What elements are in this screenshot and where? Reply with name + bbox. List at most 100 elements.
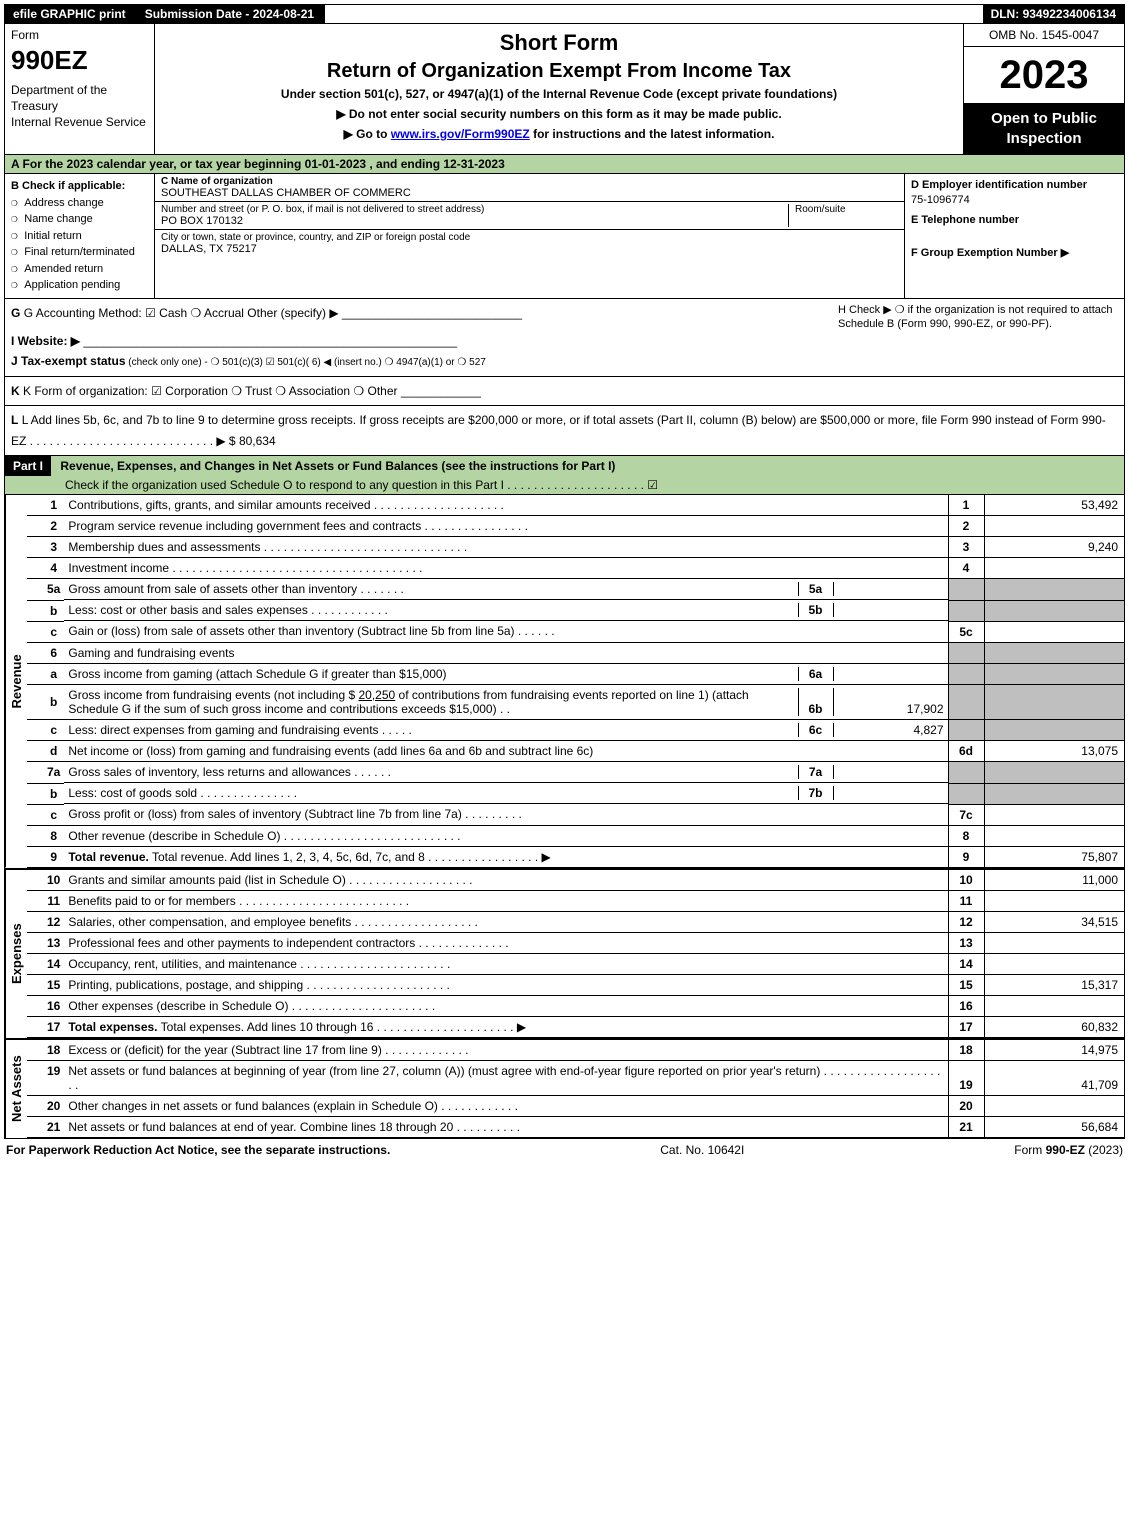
line-5c: cGain or (loss) from sale of assets othe… <box>27 621 1124 642</box>
line-13: 13Professional fees and other payments t… <box>27 932 1124 953</box>
part-1-title: Revenue, Expenses, and Changes in Net As… <box>54 457 621 475</box>
header-right: OMB No. 1545-0047 2023 Open to Public In… <box>964 24 1124 154</box>
form-header: Form 990EZ Department of the Treasury In… <box>5 23 1124 155</box>
org-name-label: C Name of organization <box>161 176 898 187</box>
city-label: City or town, state or province, country… <box>161 232 470 243</box>
form-subtitle: Under section 501(c), 527, or 4947(a)(1)… <box>161 87 957 101</box>
irs-link-line: ▶ Go to www.irs.gov/Form990EZ for instru… <box>161 127 957 141</box>
net-assets-section: Net Assets 18Excess or (deficit) for the… <box>5 1038 1124 1138</box>
org-name-value: SOUTHEAST DALLAS CHAMBER OF COMMERC <box>161 187 898 199</box>
line-6d: dNet income or (loss) from gaming and fu… <box>27 741 1124 762</box>
street-label: Number and street (or P. O. box, if mail… <box>161 204 788 215</box>
form-number: 990EZ <box>11 44 148 78</box>
section-d-e-f: D Employer identification number 75-1096… <box>904 174 1124 298</box>
internal-revenue: Internal Revenue Service <box>11 115 148 131</box>
line-9: 9Total revenue. Total revenue. Add lines… <box>27 846 1124 867</box>
efile-label[interactable]: efile GRAPHIC print <box>5 5 135 23</box>
top-bar: efile GRAPHIC print Submission Date - 20… <box>5 5 1124 23</box>
checkbox-address-change[interactable]: ❍ Address change <box>11 195 148 212</box>
form-title: Return of Organization Exempt From Incom… <box>161 60 957 83</box>
line-7b: bLess: cost of goods sold . . . . . . . … <box>27 783 1124 804</box>
submission-date-label: Submission Date - 2024-08-21 <box>135 5 325 23</box>
org-info-row: B Check if applicable: ❍ Address change … <box>5 174 1124 299</box>
line-5a: 5aGross amount from sale of assets other… <box>27 579 1124 601</box>
line-6a: aGross income from gaming (attach Schedu… <box>27 663 1124 685</box>
short-form-label: Short Form <box>161 30 957 56</box>
line-6b: bGross income from fundraising events (n… <box>27 685 1124 720</box>
line-20: 20Other changes in net assets or fund ba… <box>27 1095 1124 1116</box>
section-g-to-l: G G Accounting Method: ☑ Cash ❍ Accrual … <box>5 299 1124 377</box>
open-to-public: Open to Public Inspection <box>964 103 1124 154</box>
line-15: 15Printing, publications, postage, and s… <box>27 974 1124 995</box>
line-4: 4Investment income . . . . . . . . . . .… <box>27 558 1124 579</box>
line-7a: 7aGross sales of inventory, less returns… <box>27 762 1124 784</box>
section-b: B Check if applicable: ❍ Address change … <box>5 174 155 298</box>
line-6c: cLess: direct expenses from gaming and f… <box>27 720 1124 741</box>
checkbox-application-pending[interactable]: ❍ Application pending <box>11 277 148 294</box>
accounting-method: G G Accounting Method: ☑ Cash ❍ Accrual … <box>11 303 838 332</box>
dln-label: DLN: 93492234006134 <box>983 5 1124 23</box>
header-middle: Short Form Return of Organization Exempt… <box>155 24 964 154</box>
line-17: 17Total expenses. Total expenses. Add li… <box>27 1016 1124 1037</box>
cat-number: Cat. No. 10642I <box>660 1143 744 1157</box>
line-11: 11Benefits paid to or for members . . . … <box>27 890 1124 911</box>
expenses-side-label: Expenses <box>5 870 27 1038</box>
section-k: K K Form of organization: ☑ Corporation … <box>5 377 1124 406</box>
part-1-check-line: Check if the organization used Schedule … <box>5 476 1124 494</box>
section-a-calendar-year: A For the 2023 calendar year, or tax yea… <box>5 155 1124 174</box>
line-12: 12Salaries, other compensation, and empl… <box>27 911 1124 932</box>
group-exemption-label: F Group Exemption Number ▶ <box>911 246 1118 261</box>
page-footer: For Paperwork Reduction Act Notice, see … <box>4 1139 1125 1157</box>
line-1: 1Contributions, gifts, grants, and simil… <box>27 495 1124 516</box>
revenue-side-label: Revenue <box>5 495 27 868</box>
section-h: H Check ▶ ❍ if the organization is not r… <box>838 303 1118 332</box>
street-value: PO BOX 170132 <box>161 215 788 227</box>
expenses-section: Expenses 10Grants and similar amounts pa… <box>5 868 1124 1038</box>
city-value: DALLAS, TX 75217 <box>161 243 470 255</box>
line-6: 6Gaming and fundraising events <box>27 642 1124 663</box>
ein-label: D Employer identification number <box>911 178 1118 193</box>
tax-year: 2023 <box>964 47 1124 103</box>
checkbox-name-change[interactable]: ❍ Name change <box>11 211 148 228</box>
org-name-row: C Name of organization SOUTHEAST DALLAS … <box>155 174 904 202</box>
line-7c: cGross profit or (loss) from sales of in… <box>27 804 1124 825</box>
ssn-warning: ▶ Do not enter social security numbers o… <box>161 107 957 121</box>
line-19: 19Net assets or fund balances at beginni… <box>27 1060 1124 1095</box>
topbar-spacer <box>325 5 982 23</box>
revenue-section: Revenue 1Contributions, gifts, grants, a… <box>5 495 1124 868</box>
irs-link[interactable]: www.irs.gov/Form990EZ <box>391 127 530 141</box>
revenue-table: 1Contributions, gifts, grants, and simil… <box>27 495 1124 868</box>
line-3: 3Membership dues and assessments . . . .… <box>27 537 1124 558</box>
expenses-table: 10Grants and similar amounts paid (list … <box>27 870 1124 1038</box>
line-14: 14Occupancy, rent, utilities, and mainte… <box>27 953 1124 974</box>
line-18: 18Excess or (deficit) for the year (Subt… <box>27 1040 1124 1061</box>
header-left: Form 990EZ Department of the Treasury In… <box>5 24 155 154</box>
section-b-title: B Check if applicable: <box>11 178 148 195</box>
section-c: C Name of organization SOUTHEAST DALLAS … <box>155 174 904 298</box>
form-container: efile GRAPHIC print Submission Date - 20… <box>4 4 1125 1139</box>
room-label: Room/suite <box>795 204 898 215</box>
checkbox-amended-return[interactable]: ❍ Amended return <box>11 261 148 278</box>
telephone-label: E Telephone number <box>911 213 1118 228</box>
paperwork-notice: For Paperwork Reduction Act Notice, see … <box>6 1143 390 1157</box>
line-21: 21Net assets or fund balances at end of … <box>27 1116 1124 1137</box>
website-line: I Website: ▶ ___________________________… <box>11 331 1118 351</box>
city-row: City or town, state or province, country… <box>155 230 904 298</box>
net-assets-table: 18Excess or (deficit) for the year (Subt… <box>27 1040 1124 1138</box>
dept-treasury: Department of the Treasury <box>11 83 148 114</box>
line-10: 10Grants and similar amounts paid (list … <box>27 870 1124 891</box>
checkbox-final-return[interactable]: ❍ Final return/terminated <box>11 244 148 261</box>
form-label: Form <box>11 28 148 44</box>
tax-exempt-status: J Tax-exempt status (check only one) - ❍… <box>11 351 1118 371</box>
line-5b: bLess: cost or other basis and sales exp… <box>27 600 1124 621</box>
section-l: L L Add lines 5b, 6c, and 7b to line 9 t… <box>5 406 1124 456</box>
form-ref: Form 990-EZ (2023) <box>1014 1143 1123 1157</box>
ein-value: 75-1096774 <box>911 193 1118 208</box>
line-16: 16Other expenses (describe in Schedule O… <box>27 995 1124 1016</box>
net-assets-side-label: Net Assets <box>5 1040 27 1138</box>
line-8: 8Other revenue (describe in Schedule O) … <box>27 825 1124 846</box>
omb-number: OMB No. 1545-0047 <box>964 24 1124 47</box>
part-1-header-row: Part I Revenue, Expenses, and Changes in… <box>5 456 1124 495</box>
street-row: Number and street (or P. O. box, if mail… <box>155 202 904 230</box>
checkbox-initial-return[interactable]: ❍ Initial return <box>11 228 148 245</box>
